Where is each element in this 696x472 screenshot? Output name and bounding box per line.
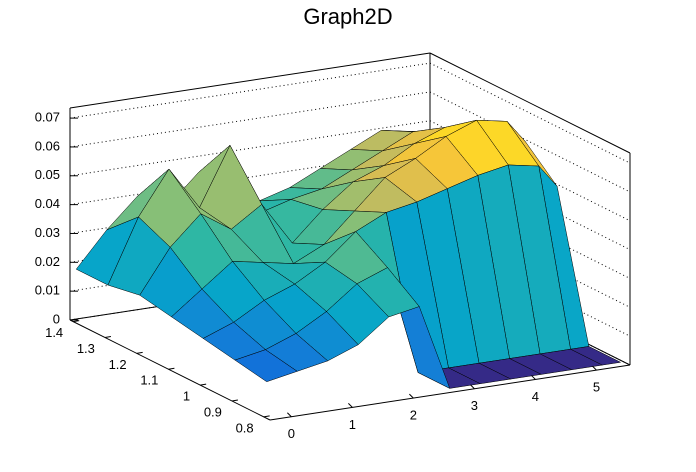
y-axis	[69, 319, 271, 421]
z-tick-label: 0.05	[35, 167, 60, 182]
x-tick-label: 2	[410, 408, 417, 423]
tick-mark	[409, 393, 414, 399]
x-tick-label: 5	[593, 380, 600, 395]
y-tick-label: 0.8	[236, 420, 254, 435]
z-tick-label: 0.04	[35, 196, 60, 211]
tick-mark	[104, 335, 112, 338]
box-edge	[429, 52, 631, 154]
tick-mark	[531, 375, 536, 380]
box-edge	[69, 52, 431, 109]
tick-mark	[348, 403, 353, 408]
x-tick-label: 3	[471, 398, 478, 413]
y-tick-label: 1.2	[109, 357, 127, 372]
tick-mark	[200, 383, 207, 386]
x-tick-label: 0	[288, 426, 295, 441]
grid-line	[69, 120, 431, 177]
x-tick-label: 4	[532, 389, 539, 404]
grid-line	[69, 91, 431, 148]
z-tick-label: 0.06	[35, 138, 60, 153]
z-tick-label: 0.01	[35, 283, 60, 298]
tick-mark	[73, 320, 80, 323]
z-tick-label: 0.07	[35, 110, 60, 125]
tick-mark	[470, 384, 475, 390]
surface-cell	[234, 349, 298, 383]
y-tick-label: 1.1	[140, 373, 158, 388]
z-tick-label: 0.03	[35, 225, 60, 240]
y-tick-label: 1	[183, 389, 190, 404]
x-tick-label: 1	[349, 417, 356, 432]
chart-title: Graph2D	[303, 4, 392, 29]
grid-line	[69, 62, 431, 119]
y-tick-label: 1.4	[45, 325, 63, 340]
x-axis	[269, 364, 631, 421]
tick-mark	[287, 412, 292, 418]
z-tick-label: 0.02	[35, 254, 60, 269]
y-tick-label: 0.9	[204, 404, 222, 419]
tick-mark	[263, 415, 270, 418]
tick-mark	[168, 367, 175, 370]
tick-mark	[231, 399, 238, 402]
tick-mark	[136, 351, 143, 354]
grid-line	[69, 264, 431, 321]
z-tick-label: 0	[53, 311, 60, 326]
y-tick-label: 1.3	[77, 341, 95, 356]
grid-line	[69, 149, 431, 206]
tick-mark	[592, 365, 597, 371]
